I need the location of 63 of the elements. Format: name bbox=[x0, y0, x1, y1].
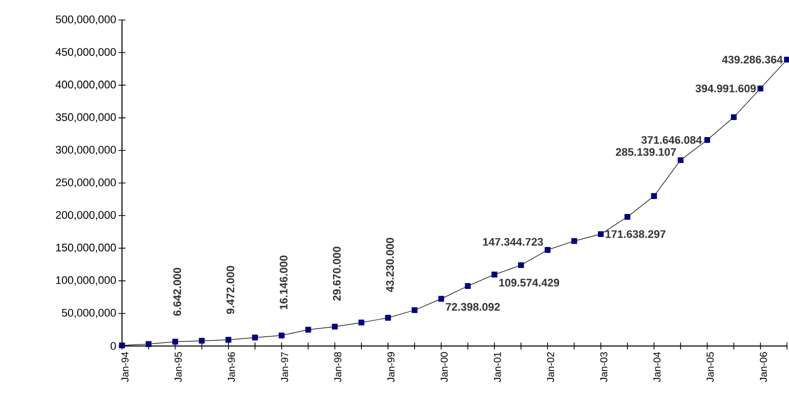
point bbox=[438, 296, 444, 302]
data-label: 6.642.000 bbox=[173, 268, 182, 316]
x-tick-label: Jan-02 bbox=[547, 352, 554, 382]
point bbox=[198, 338, 205, 344]
data-label: 439.286.364 bbox=[722, 56, 783, 64]
y-tick-label: 300,000,000 bbox=[56, 146, 116, 155]
x-tick-label: Jan-98 bbox=[334, 352, 342, 382]
y-tick-label: 200,000,000 bbox=[56, 211, 116, 220]
data-label: 72.398.092 bbox=[446, 303, 500, 311]
x-tick-label: Jan-03 bbox=[600, 352, 608, 382]
point bbox=[518, 262, 524, 268]
x-tick-label: Jan-04 bbox=[653, 352, 661, 382]
point bbox=[704, 137, 710, 143]
data-label: 171.638.297 bbox=[606, 230, 666, 238]
point bbox=[730, 114, 737, 120]
x-tick-label: Jan-06 bbox=[760, 352, 767, 382]
point bbox=[385, 314, 391, 321]
point bbox=[412, 307, 418, 314]
x-tick-label: Jan-01 bbox=[494, 352, 501, 382]
x-tick-label: Jan-94 bbox=[121, 352, 129, 382]
point bbox=[492, 272, 498, 278]
data-label: 29.670.000 bbox=[332, 246, 341, 301]
annotation: 371.646.084 bbox=[641, 136, 702, 144]
x-tick-label: Jan-96 bbox=[228, 352, 235, 382]
y-tick-label: 0 bbox=[110, 342, 116, 350]
y-tick-label: 50,000,000 bbox=[62, 308, 116, 318]
y-tick-label: 100,000,000 bbox=[56, 276, 116, 286]
data-label: 9.472.000 bbox=[226, 266, 234, 314]
data-label: 394.991.609 bbox=[696, 84, 756, 92]
y-tick-label: 500,000,000 bbox=[56, 15, 116, 25]
data-label: 109.574.429 bbox=[499, 278, 560, 287]
y-tick-label: 350,000,000 bbox=[56, 113, 116, 122]
y-tick-label: 400,000,000 bbox=[56, 80, 116, 90]
point bbox=[172, 338, 178, 345]
x-tick-label: Jan-97 bbox=[281, 352, 288, 382]
point bbox=[119, 342, 125, 348]
point bbox=[571, 238, 578, 244]
x-tick-label: Jan-95 bbox=[174, 352, 182, 382]
point bbox=[146, 341, 152, 347]
y-tick-label: 250,000,000 bbox=[56, 178, 116, 188]
x-tick-label: Jan-05 bbox=[706, 352, 714, 382]
data-label: 285.139.107 bbox=[616, 148, 676, 156]
point bbox=[464, 283, 471, 289]
point bbox=[305, 326, 312, 333]
data-label: 16.146.000 bbox=[280, 256, 288, 310]
data-label: 43.230.000 bbox=[386, 238, 394, 292]
point bbox=[226, 336, 232, 343]
point bbox=[651, 193, 657, 199]
y-tick-label: 150,000,000 bbox=[56, 244, 116, 253]
point bbox=[544, 247, 551, 253]
point bbox=[598, 231, 604, 237]
point bbox=[624, 214, 630, 220]
point bbox=[252, 334, 258, 340]
point bbox=[358, 320, 364, 326]
point bbox=[784, 56, 789, 62]
point bbox=[278, 332, 285, 338]
x-tick-label: Jan-99 bbox=[387, 352, 395, 382]
y-tick-label: 450,000,000 bbox=[56, 48, 116, 58]
point bbox=[678, 157, 684, 163]
point bbox=[332, 324, 338, 330]
point bbox=[758, 86, 764, 92]
x-tick-label: Jan-00 bbox=[440, 352, 448, 382]
data-label: 147.344.723 bbox=[483, 238, 544, 246]
